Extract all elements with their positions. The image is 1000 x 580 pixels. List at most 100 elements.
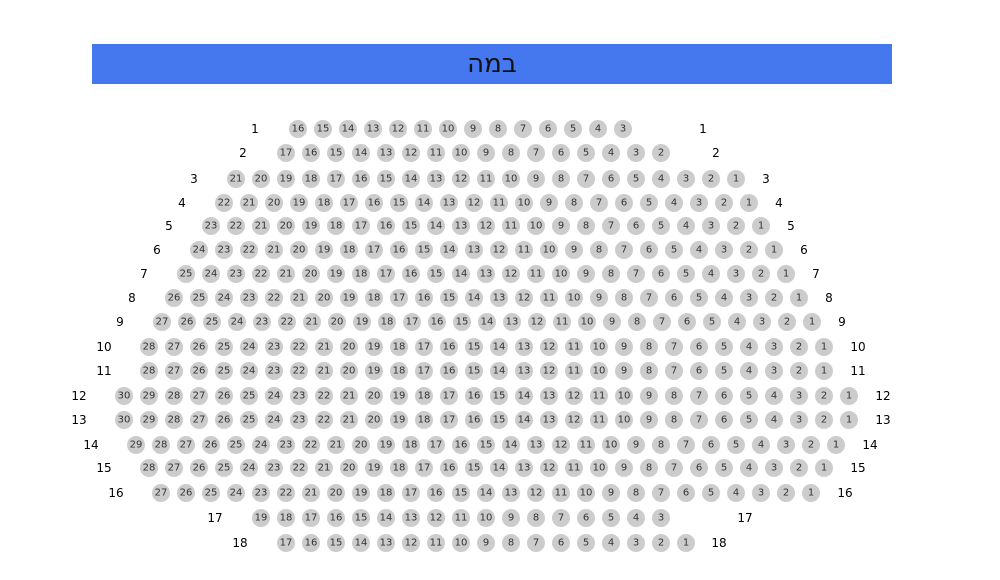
seat-circle[interactable] xyxy=(715,459,733,477)
seat-circle[interactable] xyxy=(240,362,258,380)
seat-circle[interactable] xyxy=(140,338,158,356)
seat-circle[interactable] xyxy=(552,509,570,527)
seat-circle[interactable] xyxy=(140,459,158,477)
seat[interactable]: 16 xyxy=(402,265,420,283)
seat-circle[interactable] xyxy=(440,362,458,380)
seat-circle[interactable] xyxy=(702,170,720,188)
seat[interactable]: 13 xyxy=(402,509,420,527)
seat-circle[interactable] xyxy=(464,120,482,138)
seat-circle[interactable] xyxy=(640,338,658,356)
seat-circle[interactable] xyxy=(527,170,545,188)
seat-circle[interactable] xyxy=(827,436,845,454)
seat[interactable]: 16 xyxy=(440,362,458,380)
seat[interactable]: 13 xyxy=(452,217,470,235)
seat[interactable]: 7 xyxy=(514,120,532,138)
seat[interactable]: 9 xyxy=(603,313,621,331)
seat-circle[interactable] xyxy=(415,459,433,477)
seat-circle[interactable] xyxy=(515,289,533,307)
seat-circle[interactable] xyxy=(427,144,445,162)
seat-circle[interactable] xyxy=(402,509,420,527)
seat-circle[interactable] xyxy=(215,362,233,380)
seat[interactable]: 15 xyxy=(490,387,508,405)
seat-circle[interactable] xyxy=(439,120,457,138)
seat[interactable]: 16 xyxy=(465,387,483,405)
seat[interactable]: 3 xyxy=(627,144,645,162)
seat[interactable]: 9 xyxy=(590,289,608,307)
seat[interactable]: 17 xyxy=(415,362,433,380)
seat-circle[interactable] xyxy=(152,436,170,454)
seat-circle[interactable] xyxy=(277,170,295,188)
seat[interactable]: 13 xyxy=(377,144,395,162)
seat[interactable]: 16 xyxy=(452,436,470,454)
seat[interactable]: 1 xyxy=(765,241,783,259)
seat[interactable]: 19 xyxy=(365,459,383,477)
seat-circle[interactable] xyxy=(377,265,395,283)
seat[interactable]: 5 xyxy=(640,194,658,212)
seat[interactable]: 15 xyxy=(477,436,495,454)
seat-circle[interactable] xyxy=(202,265,220,283)
seat-circle[interactable] xyxy=(302,265,320,283)
seat[interactable]: 22 xyxy=(302,436,320,454)
seat[interactable]: 6 xyxy=(577,509,595,527)
seat-circle[interactable] xyxy=(728,313,746,331)
seat-circle[interactable] xyxy=(190,459,208,477)
seat-circle[interactable] xyxy=(415,241,433,259)
seat[interactable]: 16 xyxy=(365,194,383,212)
seat[interactable]: 22 xyxy=(290,459,308,477)
seat-circle[interactable] xyxy=(740,194,758,212)
seat-circle[interactable] xyxy=(339,120,357,138)
seat[interactable]: 2 xyxy=(702,170,720,188)
seat-circle[interactable] xyxy=(627,144,645,162)
seat[interactable]: 2 xyxy=(652,534,670,552)
seat[interactable]: 27 xyxy=(165,338,183,356)
seat[interactable]: 24 xyxy=(240,338,258,356)
seat[interactable]: 14 xyxy=(440,241,458,259)
seat-circle[interactable] xyxy=(427,534,445,552)
seat[interactable]: 9 xyxy=(577,265,595,283)
seat[interactable]: 4 xyxy=(589,120,607,138)
seat[interactable]: 28 xyxy=(152,436,170,454)
seat-circle[interactable] xyxy=(215,289,233,307)
seat[interactable]: 11 xyxy=(427,534,445,552)
seat-circle[interactable] xyxy=(590,362,608,380)
seat[interactable]: 6 xyxy=(678,313,696,331)
seat[interactable]: 8 xyxy=(652,436,670,454)
seat[interactable]: 19 xyxy=(353,313,371,331)
seat[interactable]: 17 xyxy=(402,484,420,502)
seat[interactable]: 4 xyxy=(690,241,708,259)
seat[interactable]: 10 xyxy=(590,338,608,356)
seat[interactable]: 7 xyxy=(615,241,633,259)
seat[interactable]: 28 xyxy=(140,338,158,356)
seat[interactable]: 24 xyxy=(240,459,258,477)
seat-circle[interactable] xyxy=(340,194,358,212)
seat-circle[interactable] xyxy=(277,484,295,502)
seat-circle[interactable] xyxy=(477,509,495,527)
seat-circle[interactable] xyxy=(527,509,545,527)
seat[interactable]: 2 xyxy=(790,459,808,477)
seat[interactable]: 15 xyxy=(465,338,483,356)
seat-circle[interactable] xyxy=(502,265,520,283)
seat-circle[interactable] xyxy=(652,217,670,235)
seat[interactable]: 9 xyxy=(540,194,558,212)
seat-circle[interactable] xyxy=(478,313,496,331)
seat[interactable]: 7 xyxy=(665,338,683,356)
seat[interactable]: 24 xyxy=(240,362,258,380)
seat-circle[interactable] xyxy=(740,411,758,429)
seat-circle[interactable] xyxy=(152,484,170,502)
seat-circle[interactable] xyxy=(402,534,420,552)
seat[interactable]: 1 xyxy=(840,387,858,405)
seat-circle[interactable] xyxy=(290,194,308,212)
seat[interactable]: 16 xyxy=(465,411,483,429)
seat-circle[interactable] xyxy=(665,194,683,212)
seat[interactable]: 30 xyxy=(115,387,133,405)
seat-circle[interactable] xyxy=(490,241,508,259)
seat-circle[interactable] xyxy=(565,362,583,380)
seat[interactable]: 16 xyxy=(352,170,370,188)
seat[interactable]: 15 xyxy=(465,362,483,380)
seat[interactable]: 6 xyxy=(640,241,658,259)
seat-circle[interactable] xyxy=(615,387,633,405)
seat[interactable]: 25 xyxy=(190,289,208,307)
seat-circle[interactable] xyxy=(465,459,483,477)
seat-circle[interactable] xyxy=(477,484,495,502)
seat-circle[interactable] xyxy=(402,484,420,502)
